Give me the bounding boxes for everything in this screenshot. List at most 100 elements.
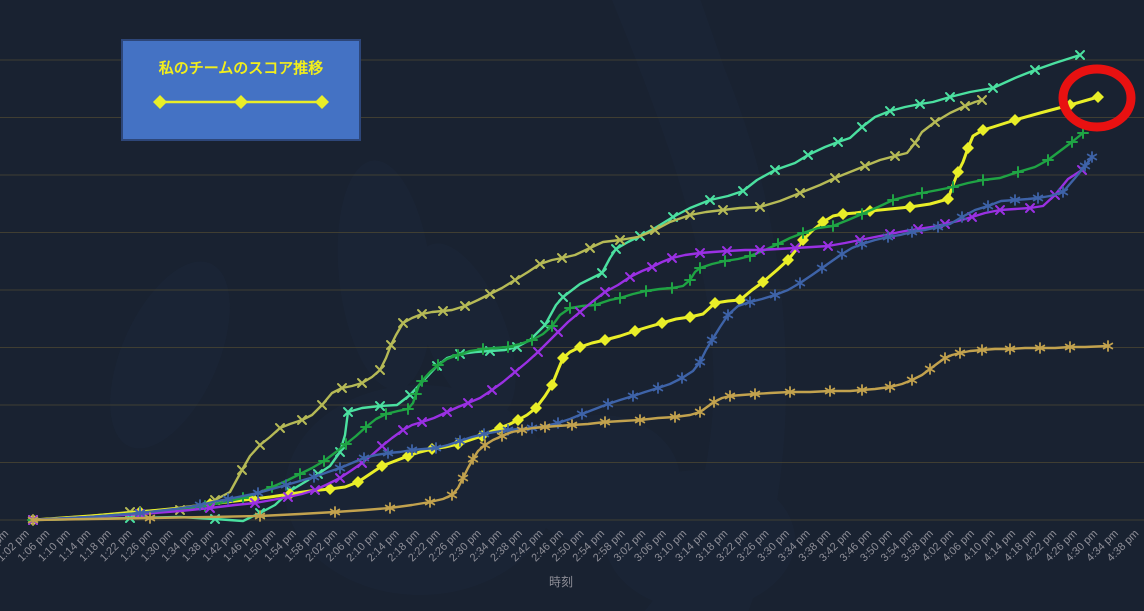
plus-marker-icon: [797, 227, 809, 239]
asterisk-marker-icon: [1064, 341, 1076, 353]
x-marker-icon: [417, 309, 427, 319]
x-marker-icon: [375, 401, 385, 411]
x-marker-icon: [417, 417, 427, 427]
x-marker-icon: [250, 498, 260, 508]
legend-diamond-marker-icon: [153, 95, 167, 109]
x-marker-icon: [977, 95, 987, 105]
x-marker-icon: [770, 165, 780, 175]
legend-box: 私のチームのスコア推移: [121, 39, 361, 141]
x-marker-icon: [910, 138, 920, 148]
asterisk-marker-icon: [478, 428, 490, 440]
plus-marker-icon: [1077, 127, 1089, 139]
diamond-marker-icon: [1092, 91, 1104, 103]
x-marker-icon: [833, 137, 843, 147]
asterisk-marker-icon: [479, 439, 491, 451]
x-marker-icon: [297, 415, 307, 425]
asterisk-marker-icon: [724, 390, 736, 402]
asterisk-marker-icon: [856, 238, 868, 250]
red-circle-highlight-annotation: [1058, 64, 1136, 132]
diamond-marker-icon: [599, 334, 611, 346]
x-marker-icon: [398, 318, 408, 328]
x-marker-icon: [463, 398, 473, 408]
x-marker-icon: [438, 306, 448, 316]
asterisk-marker-icon: [430, 442, 442, 454]
series-my-team-yellow: [27, 91, 1104, 526]
x-marker-icon: [337, 383, 347, 393]
x-marker-icon: [237, 465, 247, 475]
diamond-marker-icon: [709, 297, 721, 309]
plus-marker-icon: [916, 187, 928, 199]
plus-marker-icon: [526, 334, 538, 346]
legend-diamond-marker-icon: [234, 95, 248, 109]
x-marker-icon: [487, 385, 497, 395]
asterisk-marker-icon: [358, 452, 370, 464]
x-marker-icon: [738, 186, 748, 196]
x-marker-icon: [915, 99, 925, 109]
series-team-tan: [27, 340, 1114, 526]
x-marker-icon: [790, 243, 800, 253]
x-marker-icon: [540, 320, 550, 330]
plus-marker-icon: [340, 438, 352, 450]
asterisk-marker-icon: [836, 248, 848, 260]
asterisk-marker-icon: [1102, 340, 1114, 352]
x-marker-icon: [611, 244, 621, 254]
x-marker-icon: [275, 423, 285, 433]
asterisk-marker-icon: [406, 444, 418, 456]
series-lines: [27, 50, 1114, 526]
legend-title: 私のチームのスコア推移: [158, 59, 324, 77]
plus-marker-icon: [887, 194, 899, 206]
x-marker-icon: [1030, 65, 1040, 75]
asterisk-marker-icon: [566, 419, 578, 431]
asterisk-marker-icon: [382, 447, 394, 459]
plus-marker-icon: [237, 492, 249, 504]
diamond-marker-icon: [684, 311, 696, 323]
diamond-marker-icon: [530, 402, 542, 414]
x-marker-icon: [755, 245, 765, 255]
plus-marker-icon: [432, 359, 444, 371]
diamond-marker-icon: [512, 414, 524, 426]
asterisk-marker-icon: [982, 200, 994, 212]
plus-marker-icon: [380, 408, 392, 420]
plus-marker-icon: [640, 285, 652, 297]
x-marker-icon: [1025, 203, 1035, 213]
plus-marker-icon: [744, 250, 756, 262]
plus-marker-icon: [546, 320, 558, 332]
asterisk-marker-icon: [576, 408, 588, 420]
plus-marker-icon: [1066, 136, 1078, 148]
asterisk-marker-icon: [939, 352, 951, 364]
diamond-marker-icon: [352, 476, 364, 488]
x-marker-icon: [830, 173, 840, 183]
legend-diamond-marker-icon: [315, 95, 329, 109]
x-marker-icon: [718, 205, 728, 215]
x-marker-icon: [533, 347, 543, 357]
asterisk-marker-icon: [280, 479, 292, 491]
x-marker-icon: [386, 340, 396, 350]
x-marker-icon: [860, 161, 870, 171]
diamond-marker-icon: [1009, 114, 1021, 126]
x-marker-icon: [945, 92, 955, 102]
plus-marker-icon: [666, 282, 678, 294]
asterisk-marker-icon: [906, 374, 918, 386]
x-marker-icon: [625, 272, 635, 282]
x-marker-icon: [600, 287, 610, 297]
legend-sample-line: [153, 95, 329, 109]
asterisk-marker-icon: [954, 347, 966, 359]
asterisk-marker-icon: [446, 489, 458, 501]
x-marker-icon: [343, 407, 353, 417]
x-marker-icon: [755, 202, 765, 212]
x-marker-icon: [667, 253, 677, 263]
asterisk-marker-icon: [334, 462, 346, 474]
asterisk-marker-icon: [882, 231, 894, 243]
plus-marker-icon: [977, 174, 989, 186]
plus-marker-icon: [589, 299, 601, 311]
x-marker-icon: [960, 101, 970, 111]
asterisk-marker-icon: [706, 334, 718, 346]
x-marker-icon: [988, 83, 998, 93]
x-marker-icon: [317, 400, 327, 410]
asterisk-marker-icon: [634, 414, 646, 426]
x-marker-icon: [510, 275, 520, 285]
plus-marker-icon: [360, 421, 372, 433]
x-marker-icon: [722, 246, 732, 256]
asterisk-marker-icon: [932, 221, 944, 233]
